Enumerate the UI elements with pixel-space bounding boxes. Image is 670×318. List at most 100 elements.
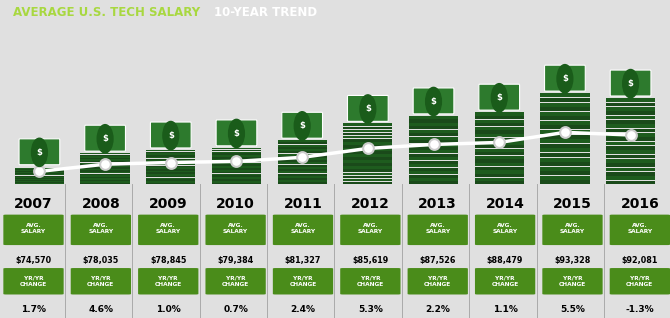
Text: -1.3%: -1.3% — [626, 306, 654, 315]
Bar — [80, 166, 130, 167]
Bar — [606, 163, 655, 167]
Bar — [474, 149, 524, 152]
Bar — [474, 178, 524, 181]
Bar — [15, 177, 64, 178]
Text: YR/YR
CHANGE: YR/YR CHANGE — [492, 276, 519, 287]
Text: 1.7%: 1.7% — [21, 306, 46, 315]
Text: YR/YR
CHANGE: YR/YR CHANGE — [155, 276, 182, 287]
Point — [165, 160, 176, 165]
Text: $78,845: $78,845 — [150, 256, 186, 265]
Text: YR/YR
CHANGE: YR/YR CHANGE — [222, 276, 249, 287]
FancyBboxPatch shape — [407, 215, 468, 245]
Bar — [409, 171, 458, 174]
Bar — [540, 139, 590, 143]
Bar — [409, 147, 458, 150]
Bar — [212, 148, 261, 149]
Bar — [474, 116, 524, 119]
FancyBboxPatch shape — [479, 84, 519, 110]
Bar — [474, 130, 524, 134]
Bar — [409, 154, 458, 157]
Bar — [606, 98, 655, 102]
Text: YR/YR
CHANGE: YR/YR CHANGE — [424, 276, 452, 287]
Text: 2013: 2013 — [418, 197, 457, 211]
Bar — [606, 120, 655, 124]
Bar — [80, 162, 130, 164]
Text: $92,081: $92,081 — [622, 256, 658, 265]
Bar — [409, 164, 458, 167]
Bar — [343, 123, 393, 126]
Bar — [540, 153, 590, 157]
Bar — [277, 176, 327, 178]
FancyBboxPatch shape — [340, 268, 401, 294]
Bar — [409, 181, 458, 184]
Bar — [606, 103, 655, 107]
Text: 2014: 2014 — [486, 197, 525, 211]
Bar — [606, 107, 655, 111]
Bar — [409, 157, 458, 160]
Bar — [540, 116, 590, 120]
Bar — [277, 169, 327, 171]
Bar — [540, 176, 590, 180]
Bar — [277, 183, 327, 184]
Bar — [277, 140, 327, 142]
Bar — [606, 172, 655, 176]
Bar — [80, 177, 130, 178]
Bar — [277, 165, 327, 167]
Bar — [343, 169, 393, 172]
Bar — [277, 151, 327, 153]
Bar — [277, 154, 327, 156]
Bar — [606, 146, 655, 150]
Bar — [80, 155, 130, 156]
Bar — [212, 174, 261, 175]
Bar — [409, 120, 458, 122]
FancyBboxPatch shape — [545, 65, 586, 91]
Text: YR/YR
CHANGE: YR/YR CHANGE — [626, 276, 653, 287]
FancyBboxPatch shape — [610, 268, 670, 294]
Bar — [474, 170, 524, 174]
Bar — [80, 167, 130, 169]
Bar — [277, 171, 327, 173]
Bar — [474, 141, 524, 145]
Bar — [146, 179, 196, 181]
Bar — [474, 160, 524, 163]
Bar — [409, 161, 458, 164]
Bar — [540, 149, 590, 152]
FancyBboxPatch shape — [3, 215, 64, 245]
FancyBboxPatch shape — [19, 139, 60, 165]
FancyBboxPatch shape — [138, 215, 198, 245]
Text: 5.3%: 5.3% — [358, 306, 383, 315]
Text: $: $ — [496, 93, 502, 102]
Bar — [343, 157, 393, 160]
Bar — [343, 179, 393, 181]
Bar — [146, 164, 196, 165]
Bar — [474, 156, 524, 159]
Text: AVERAGE U.S. TECH SALARY: AVERAGE U.S. TECH SALARY — [13, 6, 204, 19]
Text: $93,328: $93,328 — [554, 256, 591, 265]
Bar — [277, 149, 327, 151]
Point — [494, 140, 505, 145]
Text: 2010: 2010 — [216, 197, 255, 211]
Bar — [606, 150, 655, 154]
Bar — [146, 174, 196, 176]
Bar — [540, 135, 590, 139]
Bar — [409, 175, 458, 177]
Text: AVG.
SALARY: AVG. SALARY — [88, 223, 113, 234]
Bar — [606, 159, 655, 163]
Bar — [606, 133, 655, 137]
Bar — [146, 183, 196, 184]
Bar — [474, 174, 524, 177]
Text: $88,479: $88,479 — [487, 256, 523, 265]
Circle shape — [622, 70, 639, 98]
Bar — [80, 153, 130, 155]
FancyBboxPatch shape — [475, 268, 535, 294]
FancyBboxPatch shape — [610, 70, 651, 96]
FancyBboxPatch shape — [3, 268, 64, 294]
FancyBboxPatch shape — [475, 215, 535, 245]
Bar — [343, 154, 393, 157]
Bar — [146, 153, 196, 155]
Bar — [343, 130, 393, 132]
FancyBboxPatch shape — [348, 95, 388, 121]
FancyBboxPatch shape — [340, 215, 401, 245]
Point — [297, 155, 308, 160]
Text: $87,526: $87,526 — [419, 256, 456, 265]
